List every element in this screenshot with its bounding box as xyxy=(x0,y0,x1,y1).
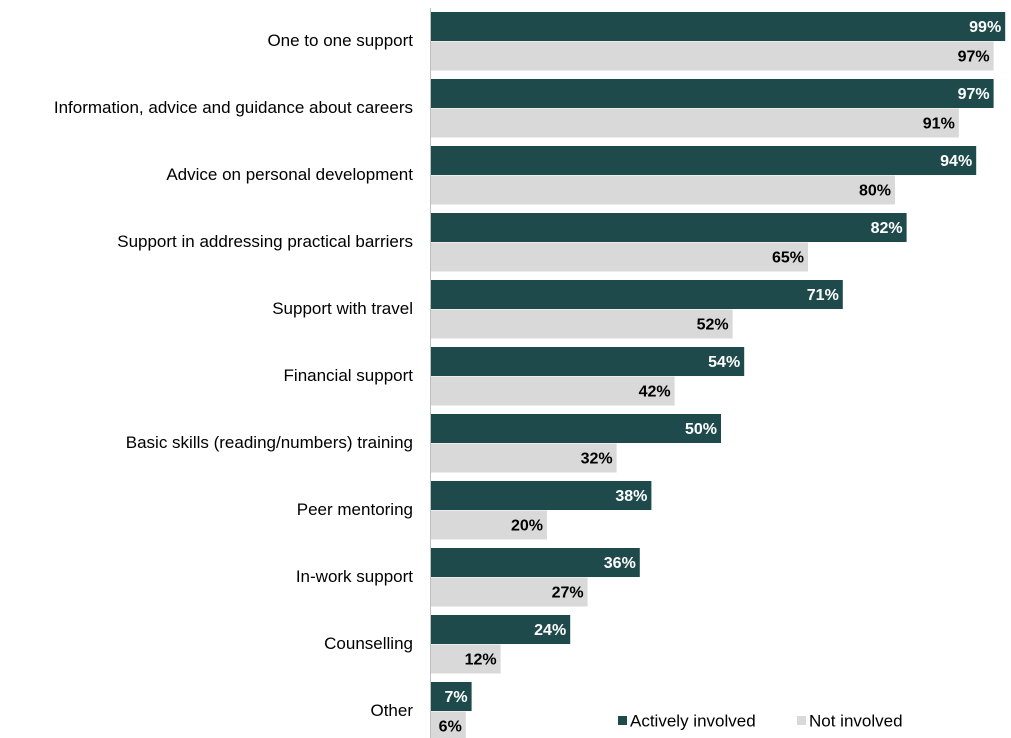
legend-swatch xyxy=(618,716,627,725)
value-label: 36% xyxy=(604,555,636,572)
value-label: 80% xyxy=(859,182,891,199)
bar xyxy=(431,41,994,71)
category-label: Information, advice and guidance about c… xyxy=(54,98,413,117)
value-label: 99% xyxy=(969,19,1001,36)
bar xyxy=(431,280,843,309)
bar xyxy=(431,414,721,443)
legend-label: Not involved xyxy=(809,711,903,730)
bar xyxy=(431,12,1006,41)
bar xyxy=(431,711,466,738)
value-label: 50% xyxy=(685,421,717,438)
value-label: 27% xyxy=(552,584,584,601)
bar xyxy=(431,682,472,711)
value-label: 71% xyxy=(807,287,839,304)
category-label: Basic skills (reading/numbers) training xyxy=(126,433,413,452)
bar xyxy=(431,175,895,205)
bar xyxy=(431,79,994,108)
bar xyxy=(431,213,907,242)
value-label: 97% xyxy=(958,86,990,103)
value-label: 52% xyxy=(697,316,729,333)
value-label: 54% xyxy=(708,354,740,371)
value-label: 82% xyxy=(871,220,903,237)
value-label: 24% xyxy=(534,622,566,639)
category-label: One to one support xyxy=(267,31,413,50)
value-label: 7% xyxy=(444,689,467,706)
bar xyxy=(431,577,588,607)
value-label: 97% xyxy=(958,48,990,65)
category-label: Financial support xyxy=(284,366,414,385)
value-label: 12% xyxy=(465,651,497,668)
value-label: 38% xyxy=(615,488,647,505)
value-label: 20% xyxy=(511,517,543,534)
bar xyxy=(431,108,959,138)
value-label: 42% xyxy=(639,383,671,400)
bar xyxy=(431,443,617,473)
value-label: 94% xyxy=(940,153,972,170)
bar xyxy=(431,644,501,674)
bar xyxy=(431,481,652,510)
bar xyxy=(431,242,808,272)
bar xyxy=(431,309,733,339)
value-label: 91% xyxy=(923,115,955,132)
value-label: 32% xyxy=(581,450,613,467)
category-label: In-work support xyxy=(296,567,413,586)
bar xyxy=(431,548,640,577)
legend-swatch xyxy=(797,716,806,725)
bar xyxy=(431,146,977,175)
bar xyxy=(431,376,675,406)
bar xyxy=(431,347,745,376)
bar xyxy=(431,615,571,644)
category-label: Advice on personal development xyxy=(166,165,413,184)
value-label: 65% xyxy=(772,249,804,266)
category-label: Support in addressing practical barriers xyxy=(117,232,413,251)
category-label: Peer mentoring xyxy=(297,500,413,519)
category-label: Support with travel xyxy=(272,299,413,318)
legend-label: Actively involved xyxy=(630,711,756,730)
value-label: 6% xyxy=(439,718,462,735)
category-label: Other xyxy=(370,701,413,720)
bar xyxy=(431,510,547,540)
category-label: Counselling xyxy=(324,634,413,653)
